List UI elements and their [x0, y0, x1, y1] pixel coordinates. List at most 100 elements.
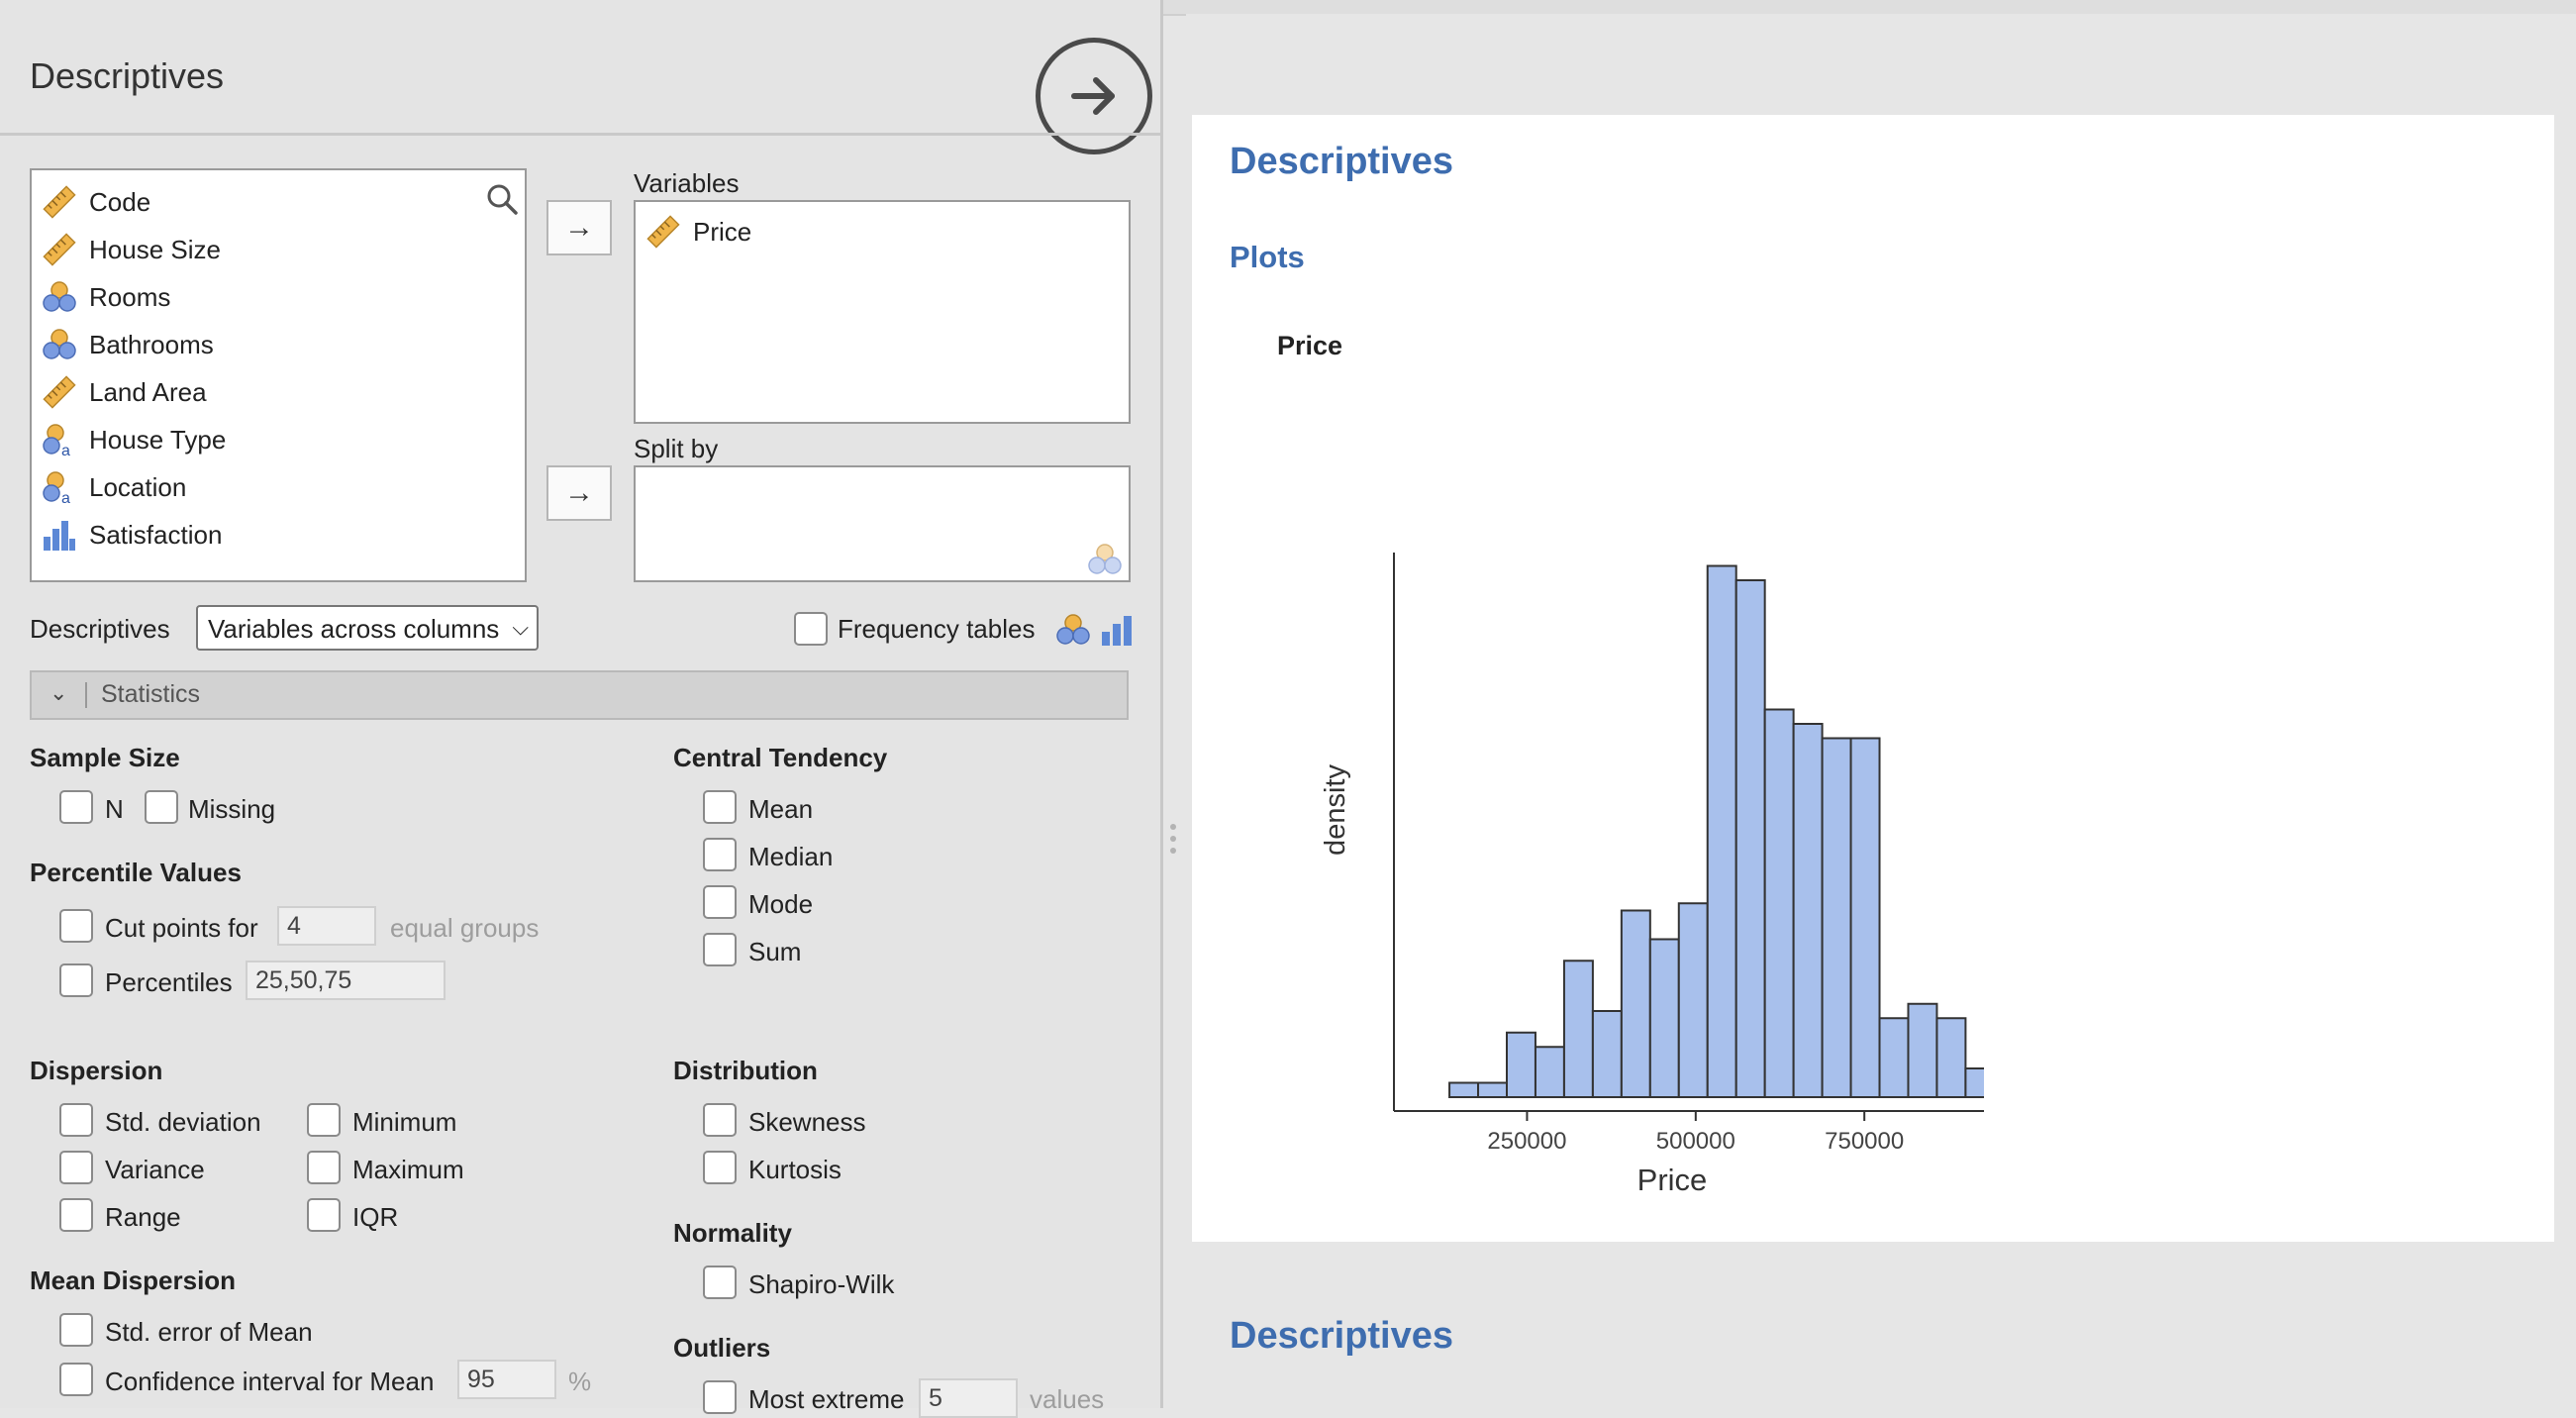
iqr-checkbox[interactable] — [307, 1198, 341, 1232]
iqr-label: IQR — [352, 1202, 399, 1232]
list-item[interactable]: a House Type — [42, 416, 226, 463]
shapiro-wilk-checkbox[interactable] — [703, 1266, 737, 1299]
variable-label: House Type — [89, 424, 227, 455]
ruler-icon — [43, 233, 76, 266]
histogram-bar — [1907, 1002, 1938, 1098]
available-variables-list[interactable]: Code House Size Rooms Bathrooms Land Area a Ho… — [30, 168, 527, 582]
arrow-right-icon: → — [564, 211, 594, 244]
mean-label: Mean — [748, 794, 814, 824]
list-item[interactable]: a Location — [42, 463, 186, 511]
maximum-checkbox[interactable] — [307, 1151, 341, 1184]
arrow-right-circle-icon — [1071, 77, 1115, 115]
nominal-text-icon: a — [43, 471, 70, 505]
ci-mean-label: Confidence interval for Mean — [105, 1367, 435, 1396]
missing-checkbox[interactable] — [145, 790, 178, 824]
kurtosis-label: Kurtosis — [748, 1155, 842, 1184]
results-heading: Descriptives — [1230, 141, 1454, 182]
kurtosis-checkbox[interactable] — [703, 1151, 737, 1184]
options-panel: Descriptives Code House Size Rooms Bathroom… — [0, 0, 1163, 1418]
chevron-down-icon: ⌵ — [512, 615, 529, 640]
list-item[interactable]: Satisfaction — [42, 511, 222, 558]
missing-label: Missing — [188, 794, 276, 824]
select-value: Variables across columns — [208, 614, 500, 644]
median-checkbox[interactable] — [703, 838, 737, 871]
histogram-bar — [1506, 1031, 1536, 1098]
histogram-bar — [1821, 737, 1852, 1098]
mean-checkbox[interactable] — [703, 790, 737, 824]
list-item[interactable]: Rooms — [42, 273, 170, 321]
histogram-bar — [1591, 1010, 1623, 1098]
most-extreme-input[interactable]: 5 — [919, 1378, 1018, 1418]
list-item[interactable]: Code — [42, 178, 150, 226]
splitter-dot[interactable] — [1170, 836, 1176, 842]
nominal-text-icon: a — [43, 424, 70, 457]
list-item[interactable]: Land Area — [42, 368, 207, 416]
variables-label: Variables — [634, 168, 740, 198]
list-item[interactable]: Price — [645, 208, 751, 255]
header-divider — [0, 133, 1160, 136]
minimum-checkbox[interactable] — [307, 1103, 341, 1137]
variable-label: Land Area — [89, 376, 207, 407]
normality-heading: Normality — [673, 1218, 792, 1248]
std-error-checkbox[interactable] — [59, 1313, 93, 1347]
range-checkbox[interactable] — [59, 1198, 93, 1232]
arrow-right-icon: → — [564, 476, 594, 509]
frequency-tables-checkbox[interactable] — [794, 612, 828, 646]
nominal-ordinal-icon — [1088, 544, 1122, 574]
split-by-target-list[interactable] — [634, 465, 1131, 582]
sample-size-heading: Sample Size — [30, 743, 180, 772]
variable-label: Bathrooms — [89, 329, 214, 359]
split-by-label: Split by — [634, 434, 719, 463]
n-checkbox[interactable] — [59, 790, 93, 824]
percentiles-input[interactable]: 25,50,75 — [246, 961, 446, 1000]
cut-points-checkbox[interactable] — [59, 909, 93, 943]
cut-points-label: Cut points for — [105, 913, 258, 943]
percentiles-checkbox[interactable] — [59, 963, 93, 997]
histogram-bar — [1706, 564, 1737, 1098]
splitter-dot[interactable] — [1170, 848, 1176, 854]
skewness-label: Skewness — [748, 1107, 866, 1137]
statistics-section-header[interactable]: ⌄ Statistics — [30, 670, 1129, 720]
splitter-dot[interactable] — [1170, 824, 1176, 830]
move-to-variables-button[interactable]: → — [546, 200, 612, 255]
descriptives-layout-select[interactable]: Variables across columns ⌵ — [196, 605, 539, 651]
ruler-icon — [43, 375, 76, 409]
equal-groups-label: equal groups — [390, 913, 540, 943]
bar-chart-icon — [1102, 616, 1132, 646]
histogram-bar — [1677, 902, 1709, 1098]
histogram-bar — [1964, 1067, 1984, 1098]
search-icon[interactable] — [485, 182, 519, 216]
cut-points-input[interactable]: 4 — [277, 906, 376, 946]
std-deviation-checkbox[interactable] — [59, 1103, 93, 1137]
outliers-heading: Outliers — [673, 1333, 771, 1363]
ci-mean-input[interactable]: 95 — [457, 1360, 556, 1399]
x-tick-label: 250000 — [1487, 1128, 1566, 1155]
variable-label: Code — [89, 186, 151, 217]
svg-text:a: a — [61, 490, 70, 505]
run-analysis-button[interactable] — [1036, 38, 1152, 154]
histogram-bar — [1935, 1017, 1967, 1098]
most-extreme-checkbox[interactable] — [703, 1380, 737, 1414]
variables-target-list[interactable]: Price — [634, 200, 1131, 424]
ci-mean-checkbox[interactable] — [59, 1363, 93, 1396]
skewness-checkbox[interactable] — [703, 1103, 737, 1137]
histogram-bar — [1792, 723, 1824, 1098]
list-item[interactable]: Bathrooms — [42, 321, 214, 368]
variance-checkbox[interactable] — [59, 1151, 93, 1184]
chevron-down-icon: ⌄ — [50, 680, 68, 705]
std-deviation-label: Std. deviation — [105, 1107, 261, 1137]
move-to-split-by-button[interactable]: → — [546, 465, 612, 521]
list-item[interactable]: House Size — [42, 226, 221, 273]
sum-checkbox[interactable] — [703, 933, 737, 966]
x-tick-label: 500000 — [1656, 1128, 1735, 1155]
histogram-bar — [1849, 737, 1881, 1098]
n-label: N — [105, 794, 124, 824]
mode-checkbox[interactable] — [703, 885, 737, 919]
nominal-ordinal-icon — [1056, 614, 1090, 645]
variable-label: Satisfaction — [89, 519, 223, 550]
ruler-icon — [646, 215, 680, 249]
sum-label: Sum — [748, 937, 802, 966]
ordinal-circles-icon — [43, 281, 76, 312]
histogram-bar — [1448, 1081, 1480, 1098]
x-tick-label: 750000 — [1825, 1128, 1904, 1155]
